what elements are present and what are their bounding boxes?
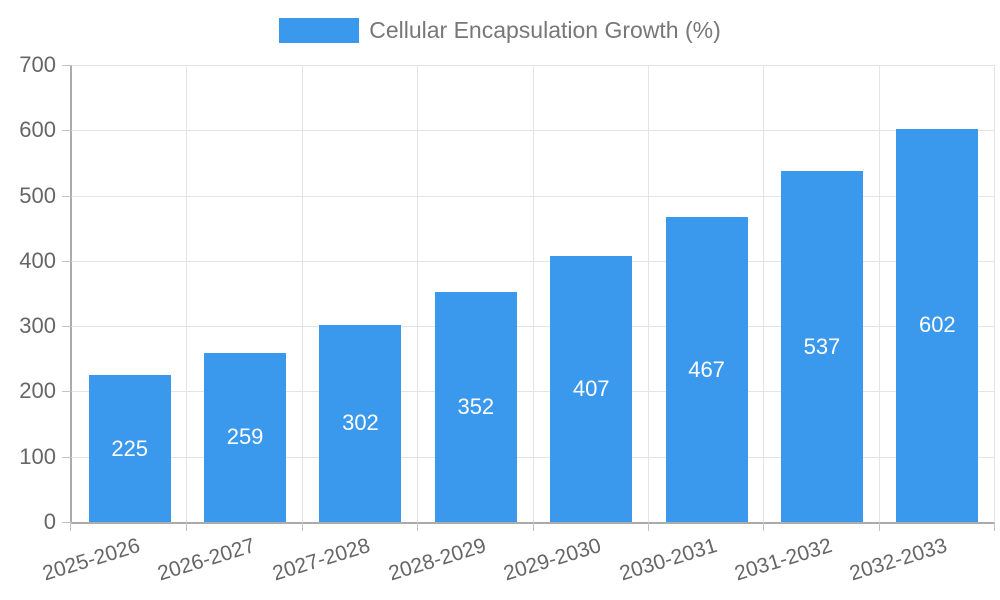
bar[interactable]: 352 (434, 292, 517, 522)
gridline-vertical (994, 65, 995, 522)
legend-label: Cellular Encapsulation Growth (%) (369, 17, 721, 43)
legend-swatch (279, 18, 360, 43)
plot-area: 0 100 200 300 400 500 600 700 225 2025-2026 259 202… (19, 53, 995, 585)
bar-value-label: 602 (918, 312, 956, 338)
y-axis-label: 400 (19, 247, 56, 273)
gridline-vertical (301, 65, 303, 522)
x-axis-tick (878, 522, 880, 531)
gridline-vertical (647, 65, 649, 522)
x-axis-tick (301, 522, 303, 531)
gridline-horizontal (72, 195, 995, 197)
gridline-horizontal (72, 326, 995, 328)
bar-value-label: 352 (457, 394, 495, 420)
bar-value-label: 225 (111, 435, 149, 461)
bar[interactable]: 302 (319, 324, 402, 522)
bar[interactable]: 537 (780, 171, 863, 522)
y-axis-tick (62, 260, 72, 262)
y-axis-tick (62, 326, 72, 328)
y-axis-tick (62, 456, 72, 458)
bar-value-label: 302 (342, 410, 379, 436)
legend-item[interactable]: Cellular Encapsulation Growth (%) (0, 17, 1000, 44)
bar[interactable]: 407 (550, 256, 633, 522)
bar-value-label: 407 (572, 376, 610, 402)
bar-value-label: 467 (688, 356, 725, 382)
bar[interactable]: 467 (665, 217, 748, 522)
y-axis-tick (62, 130, 72, 132)
y-axis-label: 200 (19, 378, 56, 404)
gridline-horizontal (72, 456, 995, 458)
x-axis-tick (70, 522, 71, 531)
y-axis-tick (62, 195, 72, 197)
x-axis-tick (186, 522, 188, 531)
x-axis-tick (532, 522, 534, 531)
gridline-horizontal (72, 130, 995, 132)
bar[interactable]: 225 (88, 375, 171, 522)
y-axis-label: 600 (19, 117, 56, 143)
y-axis-label: 100 (19, 443, 56, 469)
y-axis-label: 500 (19, 182, 56, 208)
y-axis-tick (62, 65, 72, 66)
gridline-horizontal (72, 260, 995, 262)
gridline-vertical (417, 65, 419, 522)
gridline-vertical (763, 65, 765, 522)
x-axis-tick (417, 522, 419, 531)
gridline-horizontal (72, 65, 995, 66)
x-axis-tick (763, 522, 765, 531)
y-axis-label: 700 (19, 52, 56, 77)
gridline-vertical (532, 65, 534, 522)
bar-value-label: 537 (803, 333, 841, 359)
y-axis-tick (62, 391, 72, 393)
gridline-vertical (878, 65, 880, 522)
y-axis-tick (62, 522, 72, 523)
x-axis-tick (994, 522, 995, 531)
y-axis-label: 0 (43, 509, 56, 534)
y-axis-label: 300 (19, 313, 56, 339)
bar[interactable]: 602 (896, 128, 979, 522)
bar-value-label: 259 (226, 424, 264, 450)
x-axis-tick (647, 522, 649, 531)
gridline-vertical (186, 65, 188, 522)
gridline-horizontal (72, 391, 995, 393)
bar[interactable]: 259 (204, 352, 287, 522)
